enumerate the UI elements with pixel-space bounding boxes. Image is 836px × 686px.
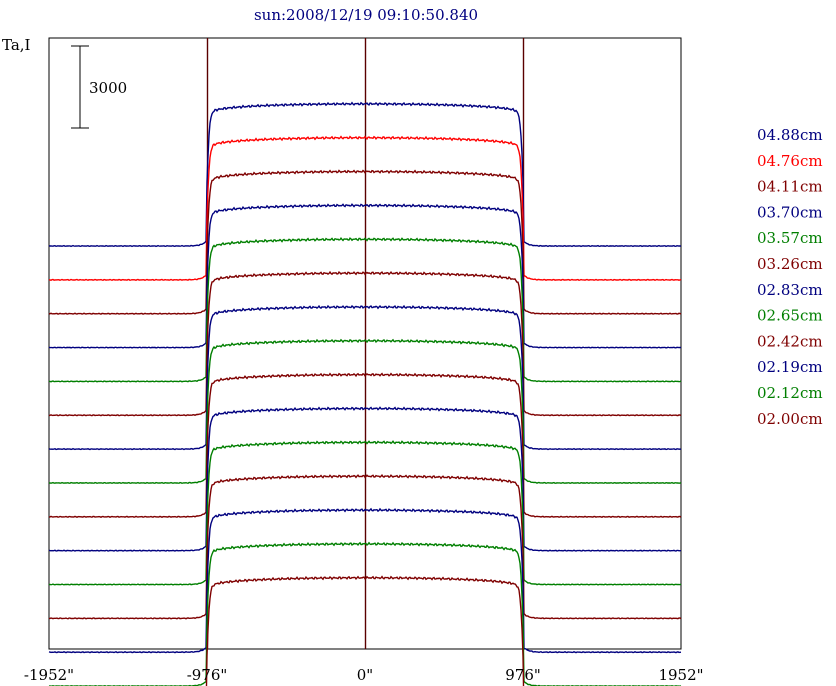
chart-title: sun:2008/12/19 09:10:50.840 [254,6,478,24]
y-axis-label: Ta,I [2,36,31,54]
legend-entry: 02.00cm [757,410,823,428]
legend-entry: 04.76cm [757,152,823,170]
series-line-1 [48,101,682,248]
series-line-12 [48,473,682,620]
series-line-9 [48,372,682,518]
series-line-14 [48,541,682,686]
legend: 04.88cm 04.76cm 04.11cm 03.70cm 03.57cm 03.26… [757,126,823,428]
x-tick-labels: -1952" -976" 0" 976" 1952" [24,666,704,684]
series-line-7 [48,304,682,451]
x-tick-label: 1952" [658,666,703,684]
series-line-3 [48,169,682,315]
series-line-15 [205,575,525,686]
series-line-4 [48,203,682,349]
legend-entry: 03.57cm [757,229,823,247]
series-group [48,101,682,686]
x-tick-label: -976" [187,666,228,684]
legend-entry: 02.42cm [757,332,823,350]
legend-entry: 02.19cm [757,358,823,376]
scale-bar: 3000 [71,45,127,129]
series-line-6 [48,270,682,417]
legend-entry: 04.11cm [757,178,823,196]
series-line-11 [48,440,682,586]
legend-entry: 02.65cm [757,307,823,325]
legend-entry: 02.12cm [757,384,823,402]
legend-entry: 04.88cm [757,126,823,144]
x-tick-label: 0" [357,666,373,684]
legend-entry: 03.70cm [757,203,823,221]
legend-entry: 02.83cm [757,281,823,299]
series-line-13 [48,507,682,654]
series-line-5 [48,237,682,383]
x-tick-label: -1952" [24,666,74,684]
series-line-10 [48,406,681,552]
series-line-2 [48,135,682,281]
series-line-8 [48,338,682,485]
scale-bar-label: 3000 [89,79,127,97]
x-tick-label: 976" [505,666,541,684]
legend-entry: 03.26cm [757,255,823,273]
